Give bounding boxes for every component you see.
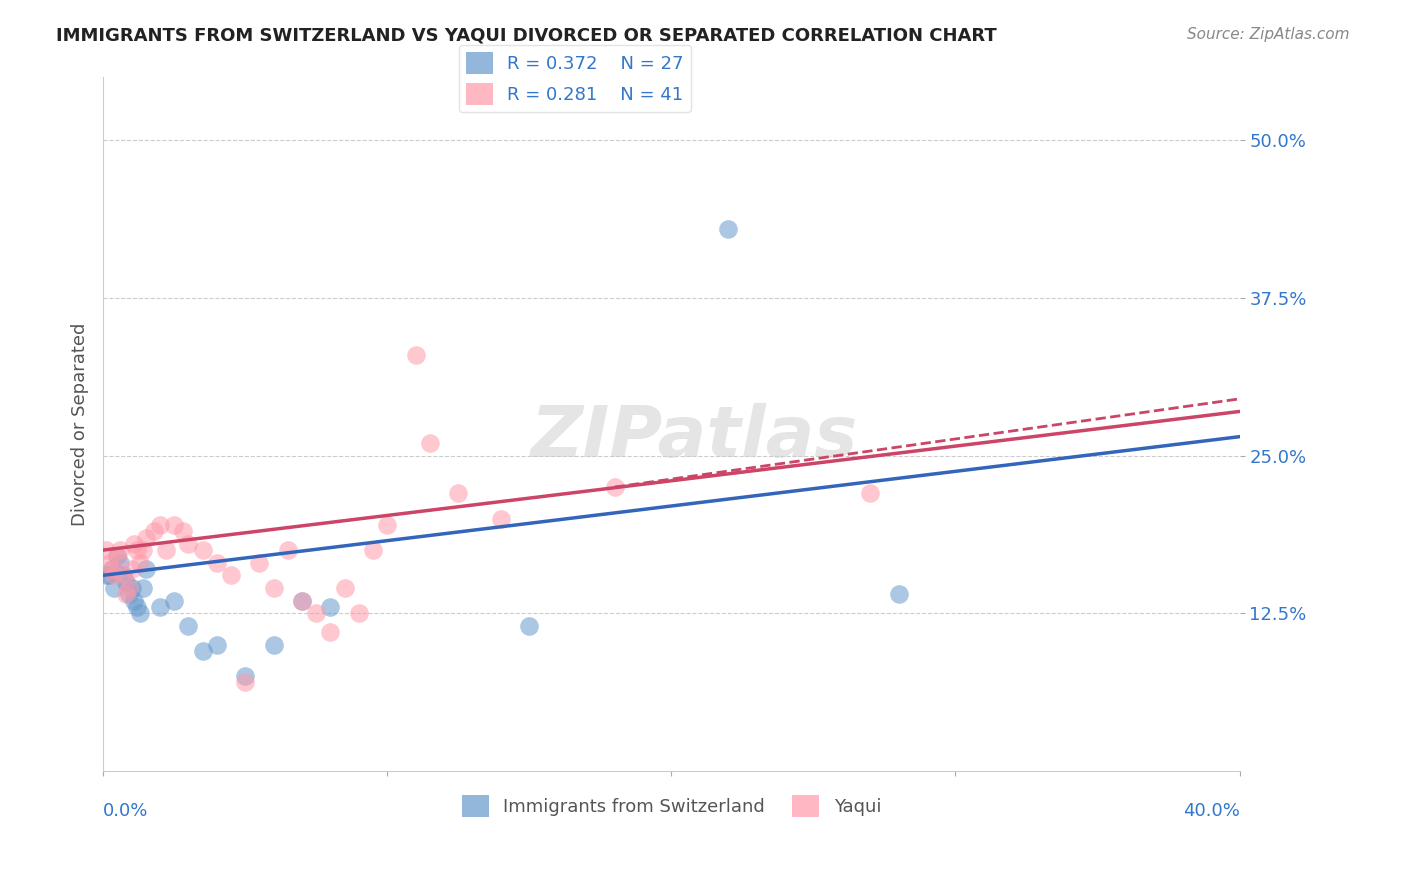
Point (97, 568, 120, 582)
Point (177, 537, 200, 551)
Point (233, 669, 256, 683)
Point (129, 606, 152, 620)
Text: IMMIGRANTS FROM SWITZERLAND VS YAQUI DIVORCED OR SEPARATED CORRELATION CHART: IMMIGRANTS FROM SWITZERLAND VS YAQUI DIV… (56, 27, 997, 45)
Point (118, 587, 141, 601)
Point (127, 543, 149, 558)
Point (887, 587, 910, 601)
Point (263, 581, 285, 595)
Point (333, 581, 356, 595)
Point (163, 593, 186, 607)
Point (405, 348, 427, 362)
Text: ZIPatlas: ZIPatlas (530, 403, 858, 473)
Point (347, 606, 370, 620)
Text: Source: ZipAtlas.com: Source: ZipAtlas.com (1187, 27, 1350, 42)
Point (149, 599, 172, 614)
Point (129, 556, 152, 570)
Point (263, 638, 285, 652)
Point (132, 543, 155, 558)
Point (361, 543, 384, 558)
Point (163, 517, 186, 532)
Point (447, 486, 470, 500)
Point (108, 543, 131, 558)
Text: 0.0%: 0.0% (103, 802, 149, 820)
Point (143, 524, 166, 539)
Point (205, 638, 228, 652)
Point (419, 436, 441, 450)
Point (118, 581, 141, 595)
Point (108, 556, 131, 570)
Point (859, 486, 882, 500)
Point (319, 625, 342, 640)
Point (603, 480, 626, 494)
Point (124, 537, 146, 551)
Point (149, 517, 172, 532)
Point (155, 543, 177, 558)
Point (233, 675, 256, 690)
Point (191, 543, 214, 558)
Point (319, 599, 342, 614)
Point (305, 606, 328, 620)
Point (219, 568, 242, 582)
Point (177, 619, 200, 633)
Point (489, 511, 512, 525)
Point (517, 619, 540, 633)
Point (103, 581, 125, 595)
Point (124, 593, 146, 607)
Point (247, 556, 270, 570)
Text: 40.0%: 40.0% (1182, 802, 1240, 820)
Point (717, 221, 740, 235)
Point (277, 543, 299, 558)
Point (127, 599, 149, 614)
Point (105, 549, 128, 564)
Point (132, 581, 155, 595)
Point (172, 524, 194, 539)
Point (100, 562, 122, 576)
Point (115, 574, 138, 589)
Point (121, 581, 143, 595)
Point (105, 549, 128, 564)
Point (111, 568, 134, 582)
Point (291, 593, 314, 607)
Point (94, 568, 117, 582)
Legend: Immigrants from Switzerland, Yaqui: Immigrants from Switzerland, Yaqui (454, 788, 889, 824)
Point (135, 562, 157, 576)
Point (94, 543, 117, 558)
Point (97, 556, 120, 570)
Point (111, 568, 134, 582)
Point (191, 644, 214, 658)
Point (103, 568, 125, 582)
Point (205, 556, 228, 570)
Point (291, 593, 314, 607)
Point (100, 562, 122, 576)
Point (115, 587, 138, 601)
Point (135, 531, 157, 545)
Y-axis label: Divorced or Separated: Divorced or Separated (72, 322, 89, 525)
Point (121, 562, 143, 576)
Point (375, 517, 398, 532)
